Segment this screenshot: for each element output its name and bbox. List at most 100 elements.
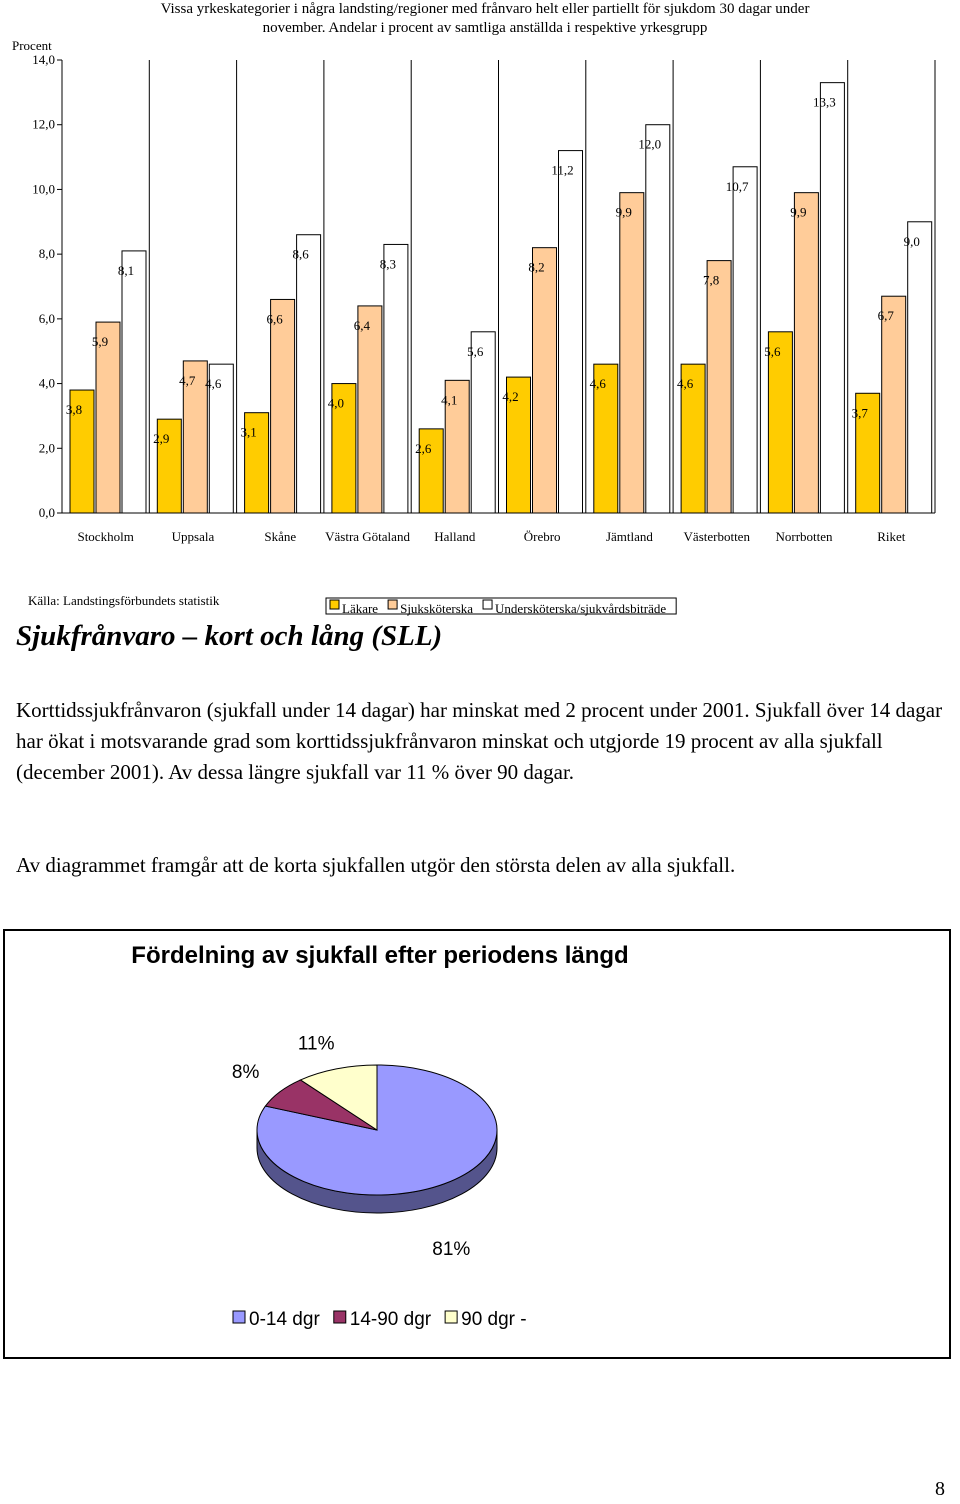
legend-label: Undersköterska/sjukvårdsbiträde (495, 601, 666, 616)
legend-swatch (333, 1310, 347, 1324)
legend-swatch (329, 599, 340, 610)
value-label: 12,0 (638, 137, 661, 152)
value-label: 8,3 (380, 256, 396, 271)
bar (208, 363, 234, 514)
value-label: 4,6 (590, 376, 607, 391)
bar (156, 418, 182, 514)
bar (244, 412, 270, 514)
bar (881, 295, 907, 514)
x-tick-label: Halland (434, 529, 476, 544)
value-label: 4,0 (328, 396, 344, 411)
y-tick-label: 4,0 (39, 376, 55, 391)
paragraph: Av diagrammet framgår att de korta sjukf… (16, 853, 736, 877)
bar (619, 192, 645, 514)
heading: Sjukfrånvaro – kort och lång (SLL) (16, 620, 443, 652)
bar (506, 376, 531, 514)
legend-label: 0-14 dgr (249, 1309, 320, 1330)
bar (69, 389, 95, 514)
pie-slice (256, 1064, 498, 1196)
value-label: 13,3 (813, 95, 836, 110)
value-label: 9,9 (790, 205, 806, 220)
bar (706, 260, 732, 514)
x-tick-label: Norrbotten (775, 529, 833, 544)
x-tick-label: Västerbotten (683, 529, 750, 544)
bar (732, 166, 758, 514)
x-tick-label: Västra Götaland (325, 529, 410, 544)
x-tick-label: Riket (877, 529, 906, 544)
bar (357, 305, 383, 514)
y-tick-label: 12,0 (32, 117, 55, 132)
source: Källa: Landstingsförbundets statistik (28, 593, 220, 608)
value-label: 3,1 (240, 425, 256, 440)
x-tick-label: Uppsala (171, 529, 215, 544)
value-label: 9,0 (904, 234, 920, 249)
pie-title: Fördelning av sjukfall efter periodens l… (131, 942, 629, 969)
y-tick-label: 0,0 (39, 505, 55, 520)
bar (680, 363, 706, 514)
value-label: 9,9 (616, 205, 632, 220)
bar (418, 428, 444, 514)
x-tick-label: Skåne (264, 529, 297, 544)
value-label: 3,7 (852, 405, 869, 420)
y-tick-label: 10,0 (32, 181, 55, 196)
bar (121, 250, 147, 514)
bar (907, 221, 933, 514)
bar (182, 360, 208, 514)
value-label: 5,9 (92, 334, 108, 349)
pie-slice (299, 1064, 378, 1131)
legend-label: 90 dgr - (461, 1309, 526, 1330)
value-label: 3,8 (66, 402, 82, 417)
bar (383, 243, 409, 514)
legend-label: Läkare (342, 601, 378, 616)
value-label: 8,6 (292, 247, 309, 262)
value-label: 10,7 (726, 179, 749, 194)
legend-label: Sjuksköterska (400, 601, 473, 616)
value-label: 2,6 (415, 441, 432, 456)
bar (296, 234, 322, 514)
bar (593, 363, 619, 514)
bar (645, 124, 671, 514)
bar (331, 383, 357, 514)
bar (444, 379, 470, 514)
legend-swatch (232, 1310, 246, 1324)
bar (793, 192, 819, 514)
value-label: 6,4 (354, 318, 371, 333)
bar (767, 331, 793, 514)
y-tick-label: 6,0 (39, 311, 55, 326)
y-label: Procent (12, 38, 52, 53)
value-label: 8,2 (528, 260, 544, 275)
value-label: 4,1 (441, 392, 457, 407)
legend-swatch (444, 1310, 458, 1324)
x-tick-label: Örebro (523, 529, 561, 544)
value-label: 2,9 (153, 431, 169, 446)
bar (532, 247, 557, 514)
slice-label: 11% (298, 1034, 335, 1055)
legend-label: 14-90 dgr (350, 1309, 432, 1330)
bar (558, 150, 583, 514)
bar (95, 321, 121, 514)
bar (855, 392, 881, 514)
bar-title: Vissa yrkeskategorier i några landsting/… (160, 1, 810, 36)
x-tick-label: Stockholm (77, 529, 134, 544)
value-label: 7,8 (703, 273, 719, 288)
legend-frame (325, 597, 677, 615)
bar (270, 298, 296, 514)
value-label: 6,7 (878, 308, 895, 323)
y-tick-label: 2,0 (39, 440, 55, 455)
legend-swatch (482, 599, 493, 610)
y-tick-label: 8,0 (39, 246, 55, 261)
value-label: 4,2 (502, 389, 518, 404)
slice-label: 8% (232, 1062, 260, 1083)
value-label: 4,6 (677, 376, 694, 391)
value-label: 4,6 (205, 376, 222, 391)
bar (470, 331, 496, 514)
x-tick-label: Jämtland (605, 529, 653, 544)
page-number: 8 (935, 1478, 945, 1500)
value-label: 5,6 (764, 344, 781, 359)
legend-swatch (387, 599, 398, 610)
value-label: 5,6 (467, 344, 484, 359)
paragraph: Korttidssjukfrånvaron (sjukfall under 14… (16, 698, 943, 784)
value-label: 6,6 (266, 311, 283, 326)
